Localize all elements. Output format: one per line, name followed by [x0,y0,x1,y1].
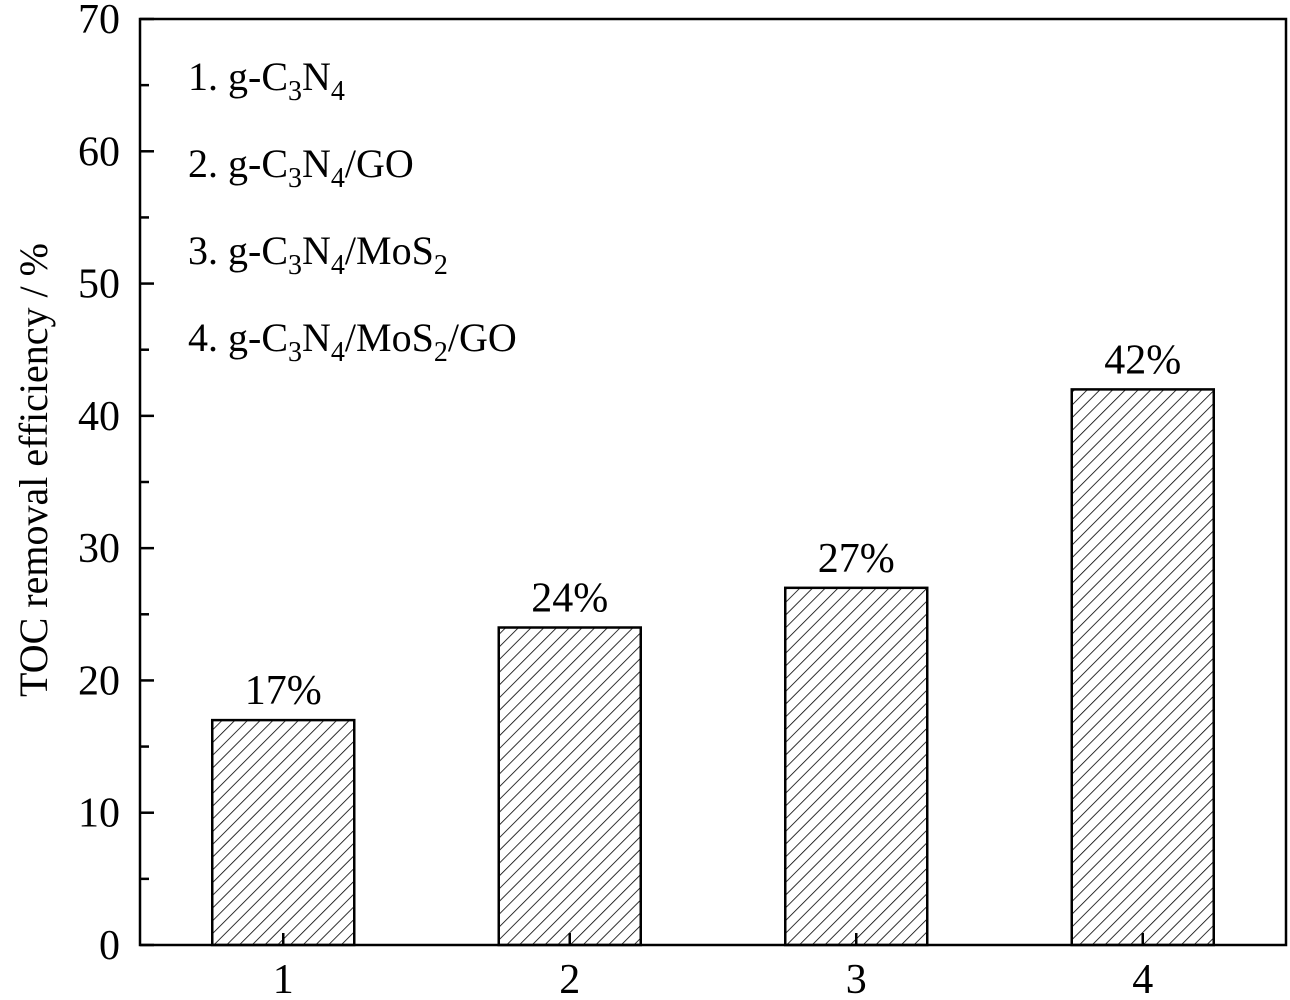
y-tick-label-20: 20 [78,658,120,704]
axes [138,17,1288,947]
x-tick-label-1: 1 [273,957,294,1000]
y-tick-label-60: 60 [78,129,120,175]
legend-subscript: 4 [331,250,345,281]
value-label-3: 27% [818,536,895,582]
y-tick-label-30: 30 [78,526,120,572]
y-axis-label: TOC removal efficiency / % [11,243,56,697]
legend-subscript: 2 [434,250,448,281]
legend-subscript: 3 [288,163,302,194]
legend-text-part: g-C [228,315,288,360]
legend-item-2: 2. g-C3N4/GO [188,141,414,194]
legend-index: 3. [188,228,228,273]
legend-index: 2. [188,141,228,186]
y-tick-label-50: 50 [78,262,120,308]
legend-subscript: 4 [331,163,345,194]
legend-subscript: 3 [288,250,302,281]
value-label-1: 17% [245,668,322,714]
legend-subscript: 4 [331,76,345,107]
legend-subscript: 2 [434,337,448,368]
bar-1 [211,718,356,947]
legend-item-3: 3. g-C3N4/MoS2 [188,228,448,281]
bars [211,388,1215,947]
legend-subscript: 3 [288,337,302,368]
legend-text-part: g-C [228,54,288,99]
legend-text-part: N [302,315,331,360]
legend-text-part: g-C [228,228,288,273]
legend-index: 1. [188,54,228,99]
legend-text-part: N [302,141,331,186]
bar-2 [497,626,642,947]
value-label-4: 42% [1104,337,1181,383]
x-tick-label-2: 2 [559,957,580,1000]
y-tick-label-0: 0 [99,923,120,969]
y-tick-label-10: 10 [78,791,120,837]
legend-index: 4. [188,315,228,360]
y-tick-label-70: 70 [78,0,120,43]
y-tick-label-40: 40 [78,394,120,440]
legend-text-part: N [302,228,331,273]
bar-4 [1070,388,1215,947]
x-tick-label-3: 3 [846,957,867,1000]
y-axis-label-text: TOC removal efficiency / % [11,243,56,697]
legend-text-part: /MoS [345,315,434,360]
legend-text-part: /MoS [345,228,434,273]
bar-3 [784,586,929,947]
legend-subscript: 4 [331,337,345,368]
x-tick-label-4: 4 [1132,957,1153,1000]
legend-item-1: 1. g-C3N4 [188,54,345,107]
legend-text-part: /GO [448,315,517,360]
legend-subscript: 3 [288,76,302,107]
legend-item-4: 4. g-C3N4/MoS2/GO [188,315,517,368]
value-label-2: 24% [531,576,608,622]
legend-text-part: g-C [228,141,288,186]
legend-text-part: N [302,54,331,99]
legend-text-part: /GO [345,141,414,186]
